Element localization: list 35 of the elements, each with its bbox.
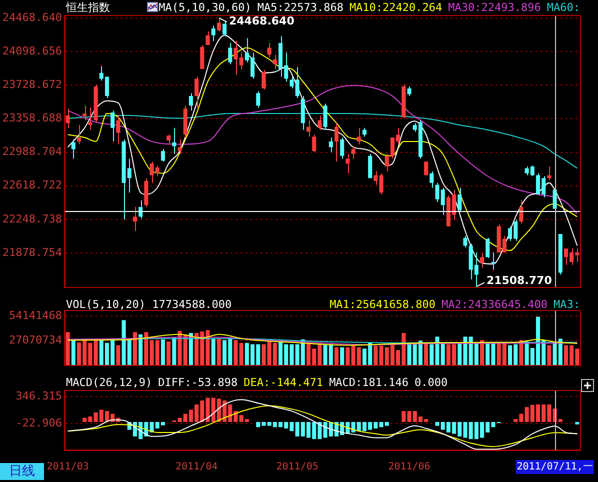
y-tick-label: 23358.688 — [2, 112, 62, 125]
text: MA1:25641658.800 — [330, 298, 436, 311]
text: 0.000 — [414, 376, 448, 389]
chart-title: VOL(5,10,20) 17734588.000 — [66, 298, 232, 311]
chart-title: MACD(26,12,9) — [66, 376, 152, 389]
series-label: DIFF:-53.898 — [158, 376, 238, 389]
chart-title: 恒生指数 — [66, 1, 110, 14]
series-label: DEA:-144.471 — [244, 376, 324, 389]
y-tick-label: 23728.672 — [2, 78, 62, 91]
y-tick-label: 24468.640 — [2, 10, 62, 24]
y-tick-label: -22.906 — [16, 416, 62, 430]
x-tick-label: 2011/07/11,一 — [516, 462, 593, 473]
text: MA2:24336645.400 — [442, 298, 548, 311]
x-tick-label: 2011/05 — [276, 462, 318, 473]
x-tick-label: 2011/06 — [388, 462, 430, 473]
annotation: 21508.770 — [486, 274, 552, 287]
y-tick-label: 346.315 — [16, 389, 62, 402]
legend-title: MA(5,10,30,60) — [158, 1, 252, 14]
x-tick-label: 2011/04 — [175, 462, 218, 473]
text: MACD:181.146 — [329, 376, 409, 389]
text: MA5:22573.868 — [257, 1, 344, 14]
text: MA3: — [554, 298, 580, 311]
text: MA30:22493.896 — [448, 1, 541, 14]
annotation: 24468.640 — [228, 14, 295, 28]
y-tick-label: 21878.754 — [2, 246, 62, 259]
text: MA60: — [546, 1, 580, 14]
y-tick-label: 24098.656 — [2, 44, 62, 58]
text: MA10:22420.264 — [349, 1, 442, 14]
y-tick-label: 27070734 — [9, 334, 62, 347]
y-tick-label: 22248.738 — [2, 212, 62, 226]
y-tick-label: 54141468 — [9, 308, 62, 322]
y-tick-label: 22618.722 — [2, 178, 62, 192]
x-axis-title: 日线 — [0, 463, 44, 480]
y-tick-label: 22988.704 — [2, 145, 62, 158]
x-tick-label: 2011/03 — [46, 462, 89, 473]
